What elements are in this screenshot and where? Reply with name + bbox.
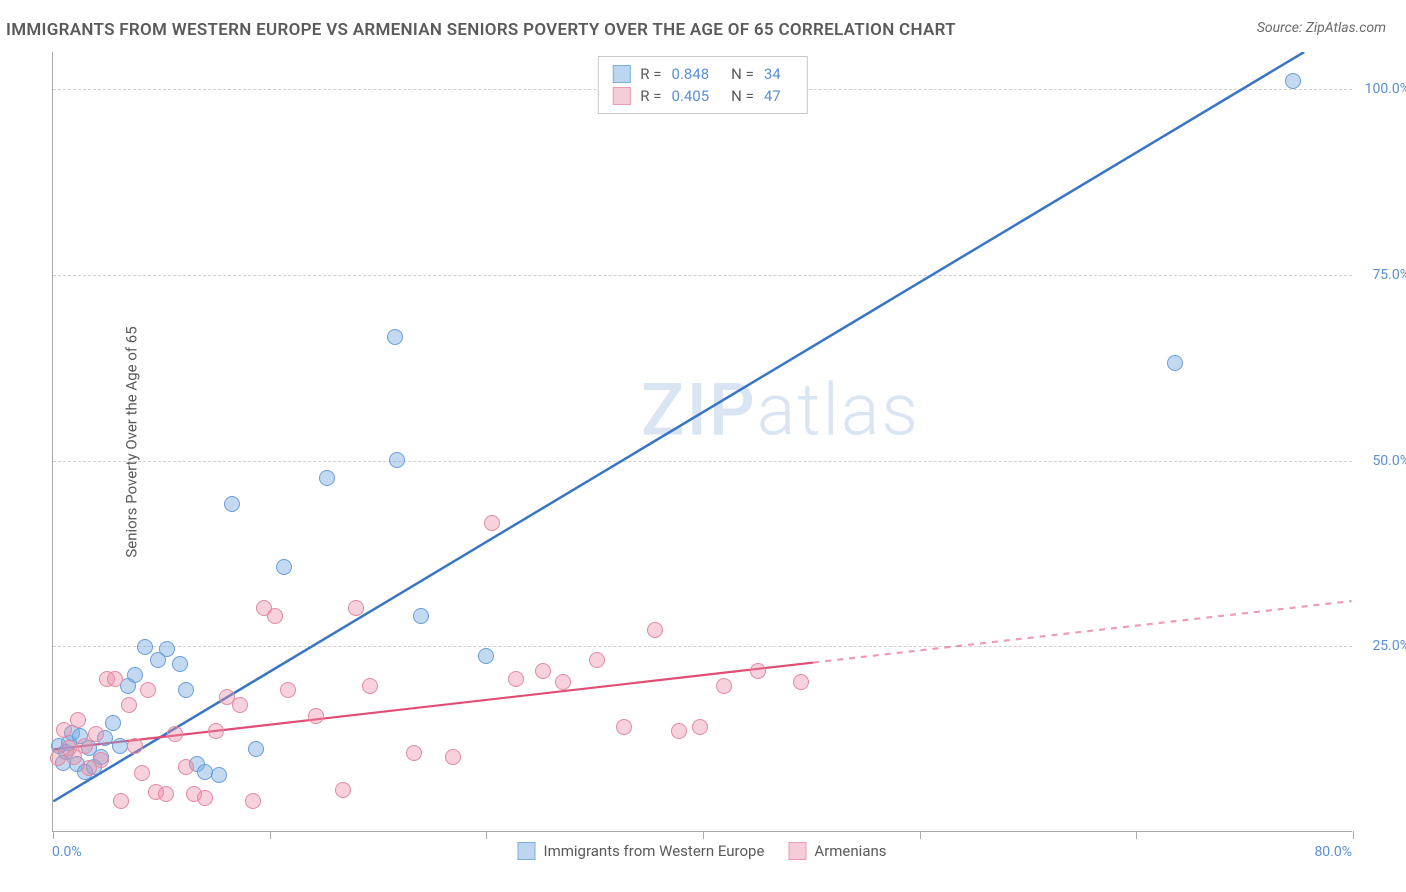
data-point [387,329,403,345]
data-point [484,515,500,531]
x-tick [703,831,704,839]
data-point [70,712,86,728]
data-point [112,738,128,754]
y-tick-label: 50.0% [1356,453,1406,469]
x-tick [1353,831,1354,839]
series-legend: Immigrants from Western Europe Armenians [508,840,897,862]
data-point [178,759,194,775]
data-point [406,745,422,761]
data-point [159,641,175,657]
data-point [413,608,429,624]
data-point [1285,73,1301,89]
data-point [508,671,524,687]
data-point [267,608,283,624]
data-point [692,719,708,735]
data-point [137,639,153,655]
stat-label-n: N = [731,65,754,83]
watermark: ZIPatlas [641,368,920,453]
data-point [589,652,605,668]
gridline [53,461,1352,462]
data-point [56,722,72,738]
x-tick [270,831,271,839]
stat-label-n: N = [731,87,754,105]
data-point [127,738,143,754]
y-tick-label: 75.0% [1356,267,1406,283]
data-point [1167,355,1183,371]
swatch-series-2 [612,87,630,105]
data-point [121,697,137,713]
stat-label-r: R = [640,87,661,105]
data-point [535,663,551,679]
data-point [178,682,194,698]
swatch-series-1 [612,65,630,83]
stat-n-series-2: 47 [764,87,781,105]
source-attribution: Source: ZipAtlas.com [1257,20,1386,36]
data-point [140,682,156,698]
data-point [224,496,240,512]
gridline [53,646,1352,647]
legend-item-2: Armenians [788,842,886,860]
plot-area: ZIPatlas R = 0.848 N = 34 R = 0.405 N = … [52,52,1352,832]
data-point [107,671,123,687]
data-point [211,767,227,783]
data-point [158,786,174,802]
data-point [319,470,335,486]
x-tick [53,831,54,839]
legend-label-1: Immigrants from Western Europe [544,842,765,860]
data-point [647,622,663,638]
data-point [248,741,264,757]
data-point [389,452,405,468]
swatch-series-1-icon [518,842,536,860]
stats-legend: R = 0.848 N = 34 R = 0.405 N = 47 [597,56,807,114]
stat-r-series-1: 0.848 [671,65,709,83]
chart-container: Seniors Poverty Over the Age of 65 ZIPat… [52,52,1352,832]
data-point [197,790,213,806]
gridline [53,275,1352,276]
x-tick [1136,831,1137,839]
data-point [445,749,461,765]
data-point [127,667,143,683]
swatch-series-2-icon [788,842,806,860]
x-tick [920,831,921,839]
data-point [716,678,732,694]
data-point [245,793,261,809]
stat-n-series-1: 34 [764,65,781,83]
y-tick-label: 25.0% [1356,638,1406,654]
data-point [167,726,183,742]
data-point [105,715,121,731]
regression-lines-layer [53,52,1352,831]
data-point [616,719,632,735]
data-point [232,697,248,713]
stats-legend-row-1: R = 0.848 N = 34 [612,63,792,85]
data-point [335,782,351,798]
data-point [348,600,364,616]
data-point [113,793,129,809]
data-point [671,723,687,739]
data-point [793,674,809,690]
legend-label-2: Armenians [814,842,886,860]
data-point [134,765,150,781]
data-point [93,752,109,768]
legend-item-1: Immigrants from Western Europe [518,842,765,860]
data-point [88,726,104,742]
stats-legend-row-2: R = 0.405 N = 47 [612,85,792,107]
x-tick [486,831,487,839]
data-point [172,656,188,672]
data-point [308,708,324,724]
stat-r-series-2: 0.405 [671,87,709,105]
x-axis-max-label: 80.0% [1314,844,1352,860]
data-point [276,559,292,575]
data-point [208,723,224,739]
data-point [280,682,296,698]
chart-title: IMMIGRANTS FROM WESTERN EUROPE VS ARMENI… [6,20,956,40]
stat-label-r: R = [640,65,661,83]
y-tick-label: 100.0% [1356,81,1406,97]
data-point [555,674,571,690]
x-axis-min-label: 0.0% [52,844,82,860]
data-point [750,663,766,679]
data-point [362,678,378,694]
data-point [478,648,494,664]
